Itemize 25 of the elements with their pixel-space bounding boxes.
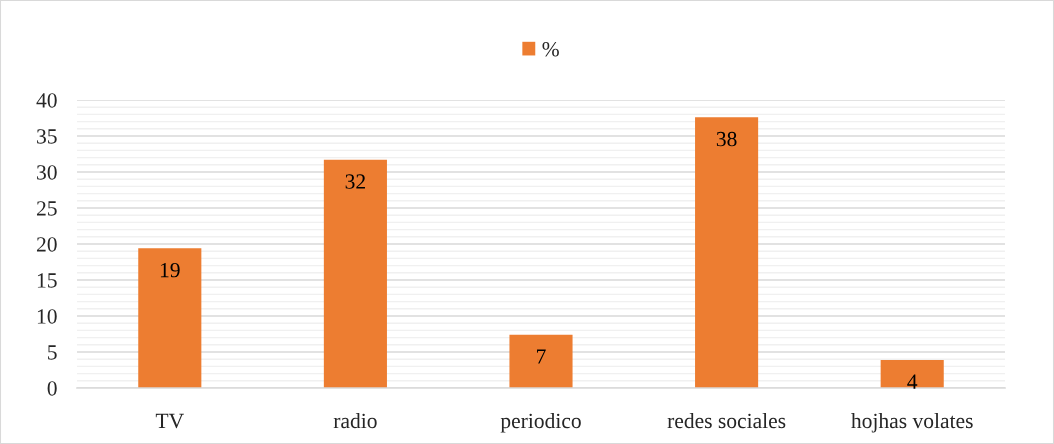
bar: [323, 159, 387, 388]
bar: [509, 334, 573, 388]
legend-label: %: [542, 41, 559, 57]
data-label: 4: [907, 374, 918, 389]
data-label: 32: [345, 174, 365, 189]
x-tick-label: redes sociales: [667, 413, 786, 429]
bar: [880, 359, 944, 388]
y-tick-label: 0: [47, 381, 57, 396]
x-tick-label: radio: [333, 413, 377, 429]
data-label: 38: [716, 131, 737, 147]
y-tick-label: 15: [37, 273, 57, 288]
y-tick-label: 20: [36, 237, 57, 252]
y-tick-label: 35: [37, 129, 57, 144]
x-tick-label: hojhas volates: [851, 413, 973, 433]
data-label: 7: [537, 349, 546, 364]
x-tick-label: periodico: [500, 413, 581, 433]
y-tick-label: 10: [37, 309, 57, 324]
x-tick-label: TV: [155, 413, 184, 429]
bar: [138, 248, 202, 388]
y-tick-label: 25: [36, 201, 57, 216]
bar: [695, 117, 759, 388]
data-label: 19: [160, 262, 180, 278]
y-tick-label: 30: [37, 165, 57, 180]
y-tick-label: 40: [36, 93, 57, 108]
y-tick-label: 5: [48, 345, 57, 360]
